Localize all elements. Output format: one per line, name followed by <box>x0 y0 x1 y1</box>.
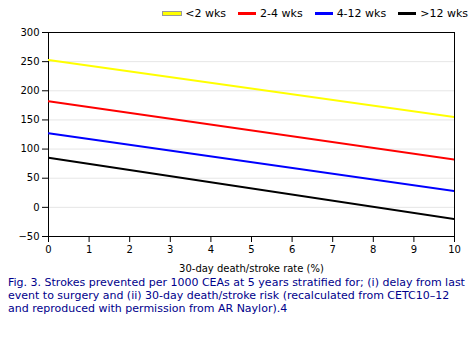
svg-text:0: 0 <box>45 244 51 255</box>
svg-text:6: 6 <box>289 244 295 255</box>
svg-text:8: 8 <box>370 244 376 255</box>
svg-text:1: 1 <box>86 244 92 255</box>
svg-text:0: 0 <box>33 202 39 213</box>
svg-text:2: 2 <box>127 244 133 255</box>
html-text:<2 wks: <2 wks <box>185 6 227 20</box>
svg-text:250: 250 <box>20 56 39 67</box>
svg-text:100: 100 <box>20 143 39 154</box>
svg-text:9: 9 <box>411 244 417 255</box>
html-text:2-4 wks: 2-4 wks <box>260 6 303 20</box>
svg-text:10: 10 <box>448 244 461 255</box>
svg-text:300: 300 <box>20 27 39 38</box>
svg-text:150: 150 <box>20 114 39 125</box>
svg-text:−50: −50 <box>18 231 39 242</box>
html-text:4-12 wks: 4-12 wks <box>336 6 387 20</box>
svg-text:5: 5 <box>248 244 254 255</box>
svg-text:7: 7 <box>330 244 336 255</box>
svg-text:200: 200 <box>20 85 39 96</box>
svg-text:3: 3 <box>167 244 173 255</box>
html-text:Fig. 3. Strokes prevented per: Fig. 3. Strokes prevented per 1000 CEAs … <box>8 276 465 315</box>
html-text:>12 wks: >12 wks <box>420 6 468 20</box>
svg-text:4: 4 <box>208 244 214 255</box>
svg-text:50: 50 <box>27 172 40 183</box>
svg-text:30-day death/stroke rate (%): 30-day death/stroke rate (%) <box>179 263 324 274</box>
